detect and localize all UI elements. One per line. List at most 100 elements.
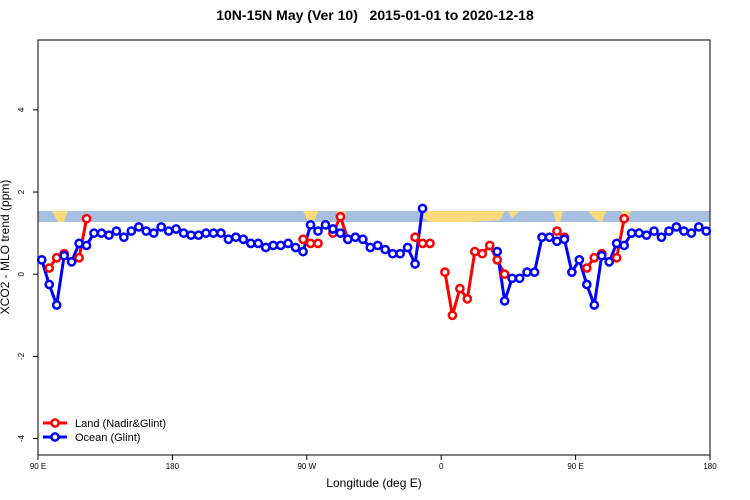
data-point — [51, 252, 62, 263]
data-point — [201, 228, 211, 238]
legend-label: Ocean (Glint) — [75, 432, 140, 444]
data-point — [66, 257, 77, 267]
data-point — [499, 269, 510, 280]
data-point — [104, 230, 114, 241]
legend-marker — [50, 432, 60, 442]
data-point — [492, 246, 503, 257]
data-point — [365, 242, 376, 253]
data-point — [81, 240, 92, 251]
data-point — [522, 267, 532, 278]
x-tick-label: 90 E — [30, 462, 46, 471]
x-axis-label: Longitude (deg E) — [326, 476, 421, 490]
data-point — [178, 228, 189, 238]
data-point — [275, 240, 286, 251]
plot-frame — [37, 39, 711, 456]
data-point — [74, 238, 84, 249]
data-point — [335, 228, 346, 238]
data-point — [89, 228, 99, 238]
data-point — [81, 213, 92, 224]
data-point — [141, 226, 152, 236]
data-point — [231, 232, 241, 243]
data-point — [96, 228, 107, 238]
data-point — [567, 267, 577, 278]
data-point — [328, 224, 338, 234]
data-point — [544, 232, 555, 243]
data-point — [51, 300, 62, 310]
data-point — [36, 254, 47, 265]
data-point — [268, 240, 279, 251]
data-point — [664, 226, 674, 236]
data-point — [260, 242, 271, 253]
data-point — [693, 222, 704, 232]
data-point — [589, 252, 600, 263]
data-point — [350, 232, 361, 243]
data-point — [335, 211, 346, 222]
data-point — [410, 259, 420, 269]
data-point — [537, 232, 547, 243]
data-point — [343, 234, 353, 245]
data-point — [581, 279, 592, 290]
data-point — [156, 222, 167, 232]
x-tick-label: 180 — [166, 462, 180, 471]
data-point — [133, 222, 144, 232]
x-tick-label: 90 E — [567, 462, 583, 471]
data-point — [604, 257, 615, 267]
data-point — [111, 226, 122, 236]
x-tick-label: 180 — [703, 462, 717, 471]
data-point — [641, 230, 652, 241]
data-point — [305, 220, 316, 230]
data-point — [649, 226, 659, 236]
data-point — [44, 279, 55, 290]
y-axis-label: XCO2 - MLO trend (ppm) — [0, 180, 12, 315]
y-tick-label: -2 — [17, 352, 26, 360]
data-point — [611, 238, 622, 249]
data-point — [313, 226, 323, 236]
data-point — [440, 267, 450, 278]
legend-label: Land (Nadir&Glint) — [75, 418, 166, 430]
data-point — [417, 238, 428, 249]
data-point — [238, 234, 249, 245]
data-point — [320, 220, 331, 230]
data-point — [529, 267, 540, 278]
x-tick-label: 90 W — [297, 462, 316, 471]
data-point — [514, 273, 525, 284]
data-point — [417, 203, 428, 214]
data-point — [119, 232, 129, 243]
data-point — [298, 234, 308, 245]
data-point — [290, 242, 301, 253]
data-point — [313, 238, 323, 249]
data-point — [596, 250, 607, 261]
data-point — [455, 283, 465, 294]
data-point — [171, 224, 181, 234]
data-point — [223, 234, 234, 245]
data-point — [186, 230, 196, 241]
data-point — [619, 213, 629, 224]
data-point — [507, 273, 517, 284]
data-point — [484, 240, 495, 251]
data-point — [492, 254, 503, 265]
data-point — [59, 250, 69, 261]
data-point — [163, 226, 174, 236]
data-point — [74, 252, 84, 263]
data-point — [208, 228, 219, 238]
data-point — [589, 300, 600, 310]
data-point — [126, 226, 137, 236]
chart-title: 10N-15N May (Ver 10) 2015-01-01 to 2020-… — [216, 7, 534, 23]
data-point — [559, 234, 570, 245]
data-point — [634, 228, 644, 238]
data-point — [499, 296, 510, 306]
data-point — [44, 263, 55, 273]
y-tick-label: 2 — [17, 189, 26, 194]
data-point — [447, 310, 458, 321]
data-point — [574, 254, 585, 265]
data-point — [387, 248, 398, 259]
data-point — [552, 226, 562, 236]
data-point — [298, 246, 308, 257]
data-point — [686, 228, 697, 238]
legend-marker — [50, 418, 60, 428]
data-point — [372, 240, 383, 251]
y-tick-label: 0 — [17, 271, 26, 276]
data-point — [469, 246, 480, 257]
data-point — [701, 226, 712, 236]
data-point — [357, 234, 368, 245]
